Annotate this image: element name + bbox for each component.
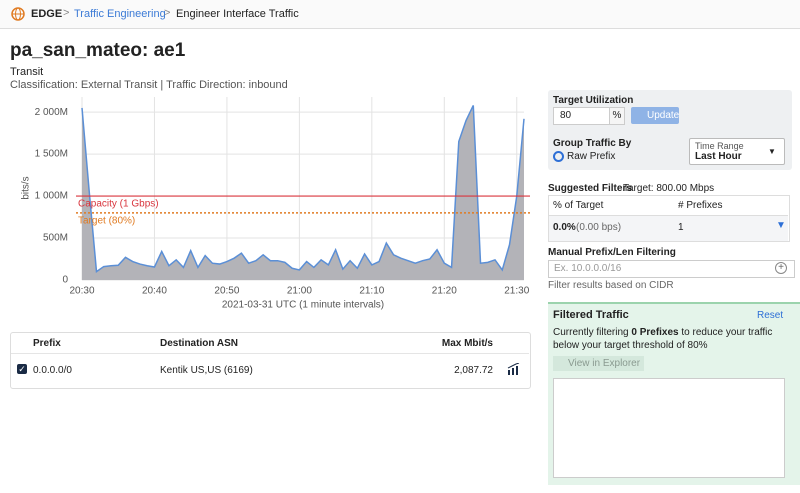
text: Currently filtering bbox=[553, 327, 632, 338]
y-tick-label: 2 000M bbox=[35, 107, 68, 118]
row-divider bbox=[11, 353, 529, 354]
table-header: Destination ASN bbox=[160, 338, 238, 349]
subtitle: Transit bbox=[10, 66, 44, 78]
y-tick-label: 1 000M bbox=[35, 191, 68, 202]
label: Time Range bbox=[695, 141, 744, 151]
area bbox=[82, 105, 524, 280]
reset-button[interactable]: Reset bbox=[757, 310, 784, 321]
table-header: % of Target bbox=[553, 200, 604, 211]
target-input[interactable]: 80 bbox=[553, 107, 616, 125]
help-text: Filter results based on CIDR bbox=[548, 280, 674, 291]
table-cell: 2,087.72 bbox=[454, 365, 493, 376]
y-axis-label: bits/s bbox=[21, 176, 32, 199]
label: Manual Prefix/Len Filtering bbox=[548, 247, 676, 258]
label: Target: 800.00 Mbps bbox=[623, 183, 715, 194]
reference-label: Capacity (1 Gbps) bbox=[78, 199, 159, 210]
unit: % bbox=[609, 107, 625, 125]
label: Target Utilization bbox=[553, 95, 634, 106]
select-value: Last Hour bbox=[695, 151, 742, 162]
filter-icon[interactable]: ▼ bbox=[776, 220, 786, 231]
x-tick-label: 21:30 bbox=[504, 286, 529, 297]
chevron: > bbox=[164, 7, 171, 19]
reference-label: Target (80%) bbox=[78, 215, 135, 226]
x-tick-label: 21:10 bbox=[359, 286, 384, 297]
chart-icon[interactable] bbox=[507, 363, 520, 375]
caret: ▼ bbox=[768, 147, 776, 156]
time-select[interactable] bbox=[689, 138, 785, 165]
chart: 0 500M 1 000M 1 500M 2 000M 20:30 20:40 20:50 21… bbox=[21, 97, 530, 311]
top-bar bbox=[0, 0, 800, 29]
update-button[interactable]: Update bbox=[631, 107, 679, 124]
y-tick-label: 0 bbox=[62, 275, 68, 286]
label: Group Traffic By bbox=[553, 138, 632, 149]
y-tick-label: 500M bbox=[43, 233, 68, 244]
panel-title: Filtered Traffic bbox=[553, 309, 629, 321]
breadcrumb-link[interactable]: Traffic Engineering bbox=[74, 8, 166, 20]
table-cell: (0.00 bps) bbox=[576, 222, 622, 233]
text: to reduce your traffic below your target… bbox=[553, 327, 773, 351]
x-axis-label: 2021-03-31 UTC (1 minute intervals) bbox=[222, 300, 384, 311]
line bbox=[81, 105, 525, 273]
breadcrumb: Engineer Interface Traffic bbox=[176, 8, 299, 20]
x-tick-label: 20:50 bbox=[214, 286, 239, 297]
filter-summary: Currently filtering 0 Prefixes to reduce… bbox=[553, 326, 788, 352]
x-tick-label: 21:20 bbox=[432, 286, 457, 297]
table-header: Prefix bbox=[33, 338, 61, 349]
table-header: Max Mbit/s bbox=[441, 338, 493, 349]
chevron: > bbox=[63, 7, 70, 19]
radio-label: Raw Prefix bbox=[567, 151, 616, 162]
count: 0 Prefixes bbox=[631, 327, 679, 338]
table-header: # Prefixes bbox=[678, 200, 723, 211]
y-tick-label: 1 500M bbox=[35, 149, 68, 160]
classification: Classification: External Transit | Traff… bbox=[10, 79, 288, 91]
table-cell: 0.0.0.0/0 bbox=[33, 365, 72, 376]
suggested-row bbox=[549, 215, 788, 241]
suggested-table bbox=[548, 195, 790, 242]
page-title: pa_san_mateo: ae1 bbox=[10, 40, 186, 61]
table-cell: Kentik US,US (6169) bbox=[160, 365, 253, 376]
x-tick-label: 20:40 bbox=[142, 286, 167, 297]
logo bbox=[11, 7, 25, 21]
label: Suggested Filters bbox=[548, 183, 632, 194]
table-cell: 0.0% bbox=[553, 222, 576, 233]
add-button[interactable]: + bbox=[775, 262, 787, 274]
radio[interactable] bbox=[553, 151, 564, 162]
checkbox[interactable]: ✓ bbox=[17, 364, 27, 374]
prefix-input[interactable]: Ex. 10.0.0.0/16 bbox=[548, 260, 795, 278]
x-tick-label: 20:30 bbox=[69, 286, 94, 297]
prefix-table bbox=[10, 332, 531, 389]
explorer-button[interactable]: View in Explorer bbox=[553, 356, 645, 371]
results-area bbox=[553, 378, 785, 478]
x-tick-label: 21:00 bbox=[287, 286, 312, 297]
table-cell: 1 bbox=[678, 222, 684, 233]
brand: EDGE bbox=[31, 8, 63, 20]
